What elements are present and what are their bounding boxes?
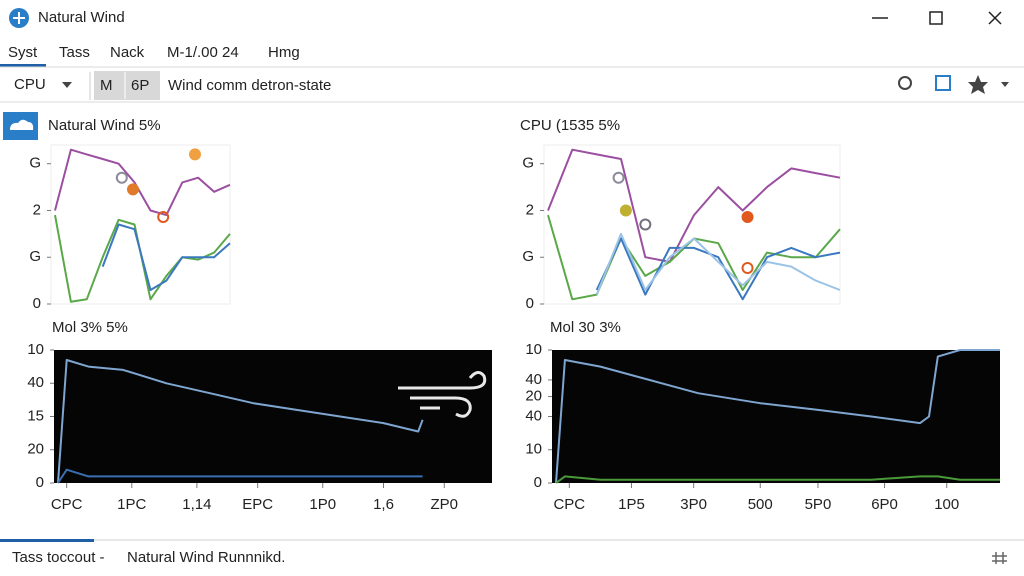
- marker: [126, 183, 139, 196]
- chart-title: Mol 3% 5%: [52, 319, 128, 336]
- status-left: Tass toccout -: [12, 549, 105, 566]
- dropdown-arrow[interactable]: [62, 82, 72, 88]
- x-tick-label: CPC: [553, 496, 585, 513]
- y-tick-label: 10: [525, 341, 542, 358]
- marker: [639, 218, 652, 231]
- toggle-group: [94, 71, 160, 100]
- y-tick-label: 40: [525, 371, 542, 388]
- menu-item[interactable]: Syst: [8, 44, 38, 61]
- y-tick-label: 20: [525, 388, 542, 405]
- resize-grip: [992, 552, 1007, 564]
- marker: [115, 171, 128, 184]
- x-tick-label: 100: [934, 496, 959, 513]
- chart-title: CPU (1535 5%: [520, 117, 620, 134]
- y-tick-label: 10: [27, 341, 44, 358]
- status-accent: [0, 539, 94, 542]
- chart-title: Natural Wind 5%: [48, 117, 161, 134]
- y-tick-label: 0: [534, 474, 542, 491]
- x-tick-label: EPC: [242, 496, 273, 513]
- plot-bg: [552, 350, 1000, 483]
- x-tick-label: 1PC: [117, 496, 146, 513]
- y-tick-label: G: [522, 248, 534, 265]
- marker: [189, 148, 201, 161]
- series-line: [555, 349, 1000, 484]
- charts: Natural Wind 5% G 2 G 0 CPU (1535 5% G 2 G 0 Mol 3…: [27, 117, 1000, 513]
- close-button[interactable]: [988, 11, 1002, 25]
- series-line: [54, 148, 231, 217]
- series-line: [595, 237, 841, 301]
- cloud-icon: [10, 119, 34, 130]
- window-title: Natural Wind: [38, 9, 125, 26]
- y-tick-label: 0: [36, 474, 44, 491]
- y-tick-label: G: [522, 155, 534, 172]
- toggle-button[interactable]: M: [100, 77, 113, 94]
- cpu-dropdown[interactable]: CPU: [14, 76, 46, 93]
- x-tick-label: 1,6: [373, 496, 394, 513]
- y-tick-label: 10: [525, 441, 542, 458]
- marker: [157, 211, 170, 224]
- y-tick-label: 2: [526, 201, 534, 218]
- menu-bar: Syst Tass Nack M-1/.00 24 Hmg: [8, 44, 300, 61]
- app-icon-mark: [13, 12, 25, 24]
- y-tick-label: G: [29, 155, 41, 172]
- y-tick-label: 20: [27, 441, 44, 458]
- x-tick-label: 1P0: [309, 496, 336, 513]
- star-icon[interactable]: [968, 75, 988, 94]
- menu-underline: [0, 64, 46, 67]
- y-tick-label: 15: [27, 407, 44, 424]
- series-line: [595, 232, 841, 295]
- series-line: [555, 475, 1000, 484]
- marker: [619, 204, 632, 217]
- x-tick-label: ZP0: [431, 496, 459, 513]
- x-tick-label: CPC: [51, 496, 83, 513]
- y-tick-label: 40: [27, 374, 44, 391]
- toolbar-label: Wind comm detron-state: [168, 77, 331, 94]
- plot-bg: [543, 144, 841, 305]
- y-tick-label: 0: [33, 295, 41, 312]
- menu-item[interactable]: Nack: [110, 44, 145, 61]
- y-tick-label: 0: [526, 295, 534, 312]
- x-tick-label: 1P5: [618, 496, 645, 513]
- toggle-button[interactable]: 6P: [131, 77, 149, 94]
- series-line: [57, 359, 424, 484]
- series-line: [57, 468, 423, 484]
- search-icon[interactable]: [898, 76, 912, 90]
- marker: [741, 211, 754, 224]
- wind-icon: [398, 371, 487, 418]
- marker: [612, 171, 625, 184]
- series-line: [101, 223, 231, 291]
- settings-icon[interactable]: [935, 75, 951, 91]
- y-tick-label: 40: [525, 407, 542, 424]
- plot-bg: [54, 350, 492, 483]
- x-tick-label: 3P0: [680, 496, 707, 513]
- x-tick-label: 5P0: [805, 496, 832, 513]
- series-line: [547, 148, 841, 263]
- menu-item[interactable]: Hmg: [268, 44, 300, 61]
- menu-item[interactable]: Tass: [59, 44, 90, 61]
- more-arrow[interactable]: [1001, 82, 1009, 87]
- x-tick-label: 1,14: [182, 496, 211, 513]
- x-tick-label: 500: [748, 496, 773, 513]
- x-tick-label: 6P0: [871, 496, 898, 513]
- chart-title: Mol 30 3%: [550, 319, 621, 336]
- maximize-button[interactable]: [929, 11, 943, 25]
- plot-bg: [50, 144, 231, 305]
- menu-item[interactable]: M-1/.00 24: [167, 44, 239, 61]
- status-right: Natural Wind Runnnikd.: [127, 549, 285, 566]
- y-tick-label: G: [29, 248, 41, 265]
- y-tick-label: 2: [33, 201, 41, 218]
- marker: [741, 261, 754, 274]
